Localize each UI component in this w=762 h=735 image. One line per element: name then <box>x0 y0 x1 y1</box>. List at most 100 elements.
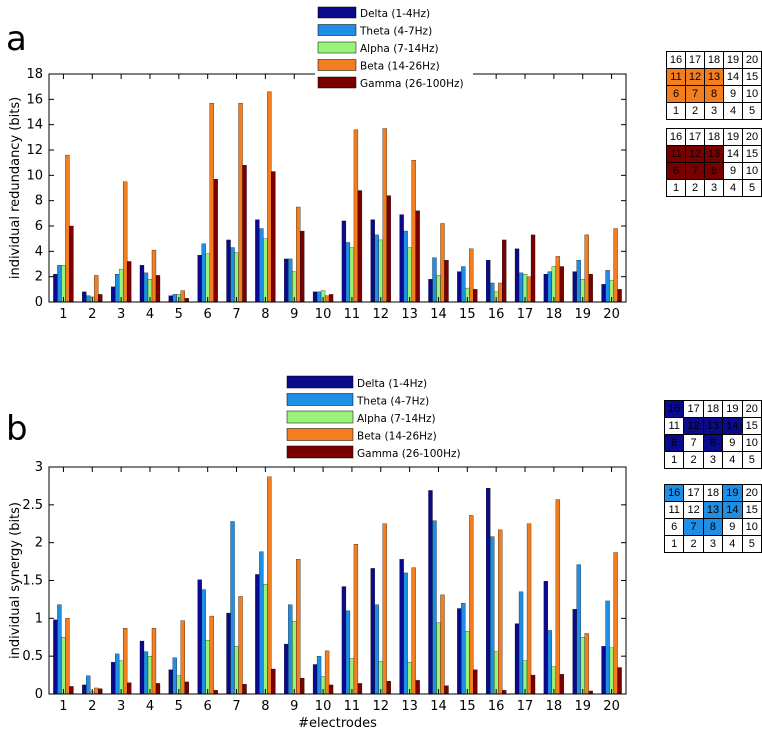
bar-synergy-s0-e8 <box>255 574 260 695</box>
bar-synergy-s1-e13 <box>403 572 408 695</box>
x-tick-label: 11 <box>344 307 361 322</box>
bar-synergy-s3-e7 <box>238 596 243 695</box>
electrode-cell-20: 20 <box>742 128 762 146</box>
bar-synergy-s1-e10 <box>316 656 322 695</box>
electrode-cell-20: 20 <box>741 400 762 418</box>
x-tick-label: 13 <box>401 699 418 714</box>
bar-synergy-s4-e4 <box>155 683 161 695</box>
bar-synergy-s1-e2 <box>86 675 91 695</box>
bar-synergy-s4-e20 <box>617 667 622 695</box>
bar-redundancy-s3-e2 <box>94 275 99 303</box>
electrode-grid-row: 6 7 8 9 10 <box>666 162 762 180</box>
x-tick-label: 17 <box>517 699 534 714</box>
bar-redundancy-s0-e17 <box>514 248 520 303</box>
x-tick-label: 14 <box>430 307 447 322</box>
electrode-cell-3: 3 <box>704 102 724 120</box>
bar-synergy-s1-e18 <box>547 630 553 695</box>
bar-redundancy-s0-e19 <box>572 271 577 303</box>
bar-synergy-s3-e13 <box>411 567 416 695</box>
bar-redundancy-s3-e14 <box>440 223 445 303</box>
electrode-cell-14: 14 <box>722 501 743 519</box>
bar-synergy-s3-e16 <box>498 529 503 695</box>
x-tick-label: 2 <box>88 699 96 714</box>
bar-synergy-s3-e3 <box>122 628 128 695</box>
electrode-cell-6: 6 <box>666 85 686 103</box>
bar-redundancy-s4-e10 <box>328 294 334 303</box>
bar-redundancy-s0-e20 <box>601 284 606 303</box>
electrode-cell-5: 5 <box>741 535 762 553</box>
bar-redundancy-s4-e14 <box>444 260 449 303</box>
electrode-cell-14: 14 <box>722 417 743 435</box>
electrode-cell-16: 16 <box>666 51 686 69</box>
bar-redundancy-s0-e5 <box>168 295 173 303</box>
y-tick-label: 2 <box>35 536 43 551</box>
electrode-cell-16: 16 <box>666 128 686 146</box>
legend-entry: Beta (14-26Hz) <box>357 431 437 443</box>
bar-synergy-s2-e8 <box>263 584 268 695</box>
bar-synergy-s1-e6 <box>201 589 206 695</box>
panel-label-b: b <box>6 409 28 449</box>
bar-synergy-s4-e13 <box>415 680 420 695</box>
legend-swatch <box>317 76 357 89</box>
plot-area-frame <box>48 466 627 695</box>
electrode-grid-row: 11 12 13 14 15 <box>666 145 762 163</box>
y-axis-label: individual synergy (bits) <box>8 502 23 659</box>
x-tick-label: 16 <box>488 307 505 322</box>
x-tick-label: 16 <box>488 699 505 714</box>
bar-synergy-s1-e19 <box>576 564 581 695</box>
electrode-grid-theta-synergy: 16 17 18 19 20 11 12 13 14 15 6 7 8 9 10 1 2 3 4 5 <box>663 484 762 553</box>
electrode-cell-12: 12 <box>685 145 705 163</box>
bar-synergy-s2-e16 <box>494 651 499 695</box>
bar-synergy-s0-e2 <box>82 684 87 695</box>
bar-redundancy-s4-e9 <box>300 230 305 303</box>
bar-synergy-s4-e3 <box>126 682 132 695</box>
bar-redundancy-s1-e3 <box>114 273 120 303</box>
electrode-grid-row: 11 12 13 14 15 <box>666 68 762 86</box>
bar-synergy-s3-e10 <box>324 650 330 695</box>
electrode-cell-7: 7 <box>683 434 704 452</box>
x-tick-label: 2 <box>88 307 96 322</box>
bar-synergy-s1-e3 <box>114 653 120 695</box>
y-tick-label: 1 <box>35 611 43 626</box>
electrode-grid-delta-synergy: 16 17 18 19 20 11 12 13 14 15 6 7 8 9 10 1 2 3 4 5 <box>663 400 762 469</box>
bar-synergy-s1-e15 <box>461 603 466 695</box>
electrode-cell-15: 15 <box>742 68 762 86</box>
legend-entry: Beta (14-26Hz) <box>360 61 440 73</box>
y-tick-label: 10 <box>26 168 43 183</box>
electrode-cell-16: 16 <box>663 484 685 502</box>
bar-redundancy-s4-e17 <box>530 234 536 303</box>
electrode-cell-2: 2 <box>685 102 705 120</box>
bar-synergy-s0-e6 <box>197 579 202 695</box>
electrode-cell-5: 5 <box>741 451 762 469</box>
bar-synergy-s3-e17 <box>526 523 532 695</box>
bar-redundancy-s3-e10 <box>324 295 330 303</box>
electrode-cell-1: 1 <box>666 102 686 120</box>
electrode-grid-row: 11 12 13 14 15 <box>663 501 762 519</box>
electrode-cell-12: 12 <box>683 417 704 435</box>
bar-synergy-s2-e19 <box>580 637 585 695</box>
electrode-cell-7: 7 <box>685 85 705 103</box>
y-tick-label: 8 <box>35 194 43 209</box>
electrode-grid-row: 6 7 8 9 10 <box>663 434 762 452</box>
panel-label-a: a <box>6 19 27 59</box>
y-tick-label: 2 <box>35 270 43 285</box>
x-tick-label: 10 <box>315 307 332 322</box>
bar-synergy-s3-e6 <box>209 615 214 695</box>
bar-redundancy-s4-e2 <box>98 294 103 303</box>
bar-redundancy-s0-e6 <box>197 254 202 303</box>
bar-redundancy-s0-e11 <box>341 220 347 303</box>
bar-synergy-s1-e8 <box>259 551 264 695</box>
bar-synergy-s3-e14 <box>440 594 445 695</box>
legend-swatch <box>286 375 354 389</box>
x-tick-label: 8 <box>261 307 269 322</box>
x-tick-label: 3 <box>117 307 125 322</box>
electrode-grid-row: 16 17 18 19 20 <box>663 484 762 502</box>
bar-synergy-s0-e19 <box>572 609 577 695</box>
bar-redundancy-s3-e1 <box>65 154 70 303</box>
x-axis-label: #electrodes <box>298 716 377 731</box>
bar-synergy-s4-e12 <box>386 680 391 695</box>
electrode-grid-row: 16 17 18 19 20 <box>663 400 762 418</box>
x-tick-label: 5 <box>175 699 183 714</box>
bar-synergy-s3-e4 <box>151 628 157 695</box>
